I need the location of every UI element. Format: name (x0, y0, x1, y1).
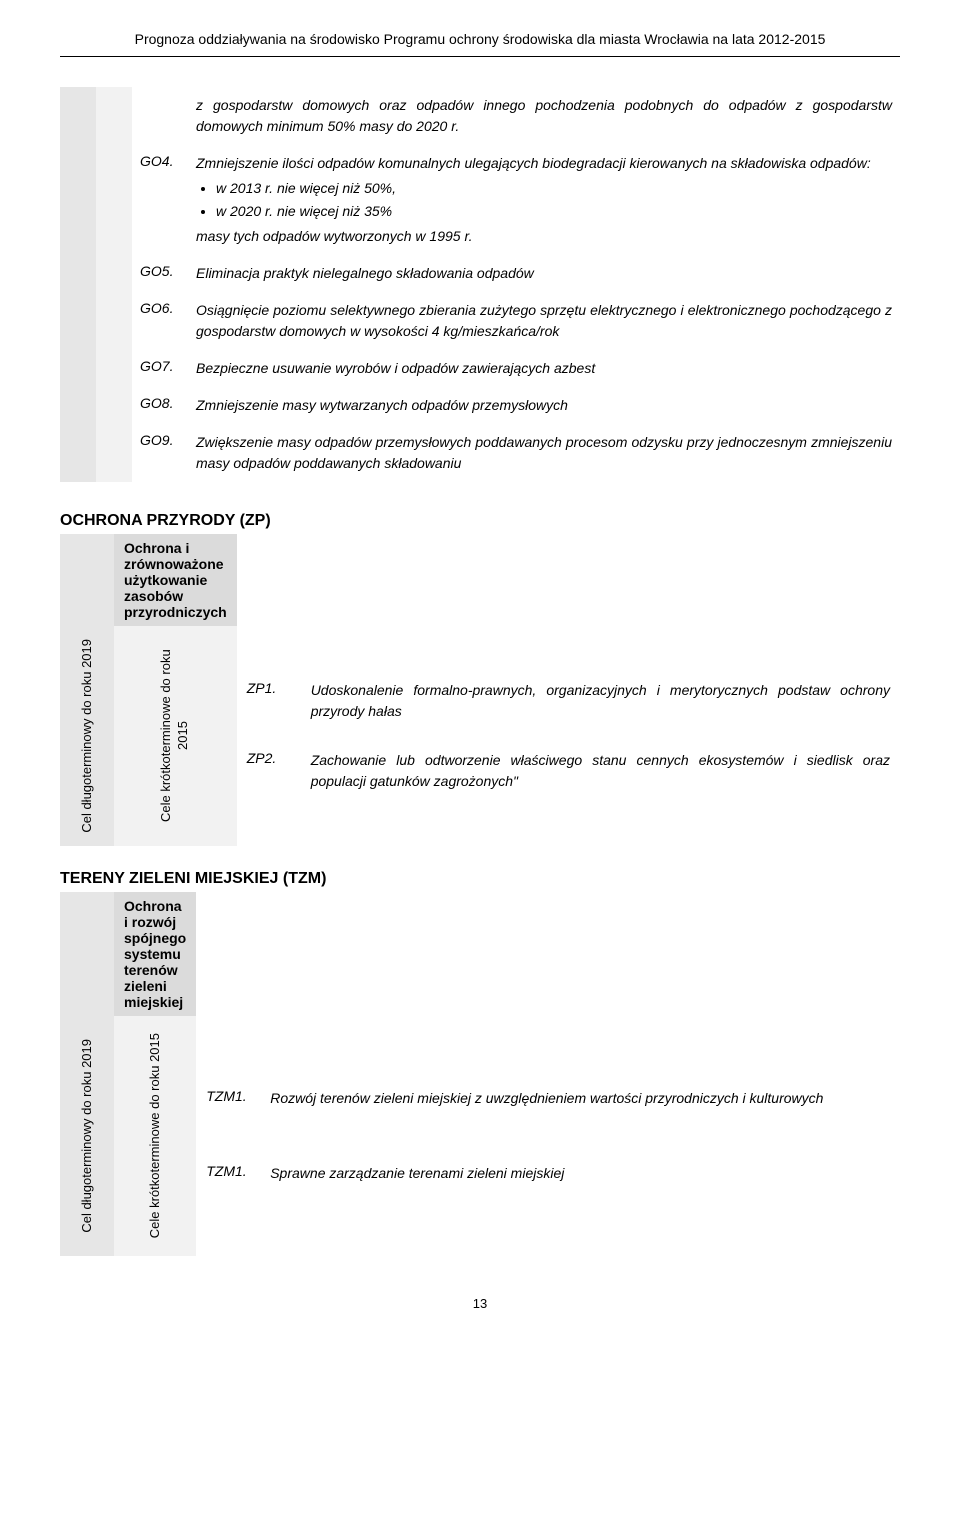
go-left-spacer (60, 424, 96, 482)
go-desc: Eliminacja praktyk nielegalnego składowa… (192, 255, 900, 292)
zp-table: Ochrona i zrównoważone użytkowanie zasob… (60, 534, 900, 846)
go-desc-outro: masy tych odpadów wytworzonych w 1995 r. (196, 226, 892, 247)
tzm-section-title: TERENY ZIELENI MIEJSKIEJ (TZM) (60, 870, 900, 888)
zp-item-desc: Udoskonalenie formalno-prawnych, organiz… (307, 666, 900, 736)
tzm-item-code: TZM1. (196, 1064, 266, 1149)
tzm-short-term-label: Cele krótkoterminowe do roku 2015 (145, 1023, 166, 1248)
go-mid-spacer (96, 350, 132, 387)
go-left-spacer (60, 350, 96, 387)
go-left-spacer (60, 292, 96, 350)
doc-header-title: Prognoza oddziaływania na środowisko Pro… (60, 30, 900, 50)
go-desc: Zmniejszenie masy wytwarzanych odpadów p… (192, 387, 900, 424)
go-left-spacer (60, 87, 96, 145)
zp-short-term-label: Cele krótkoterminowe do roku 2015 (156, 626, 194, 846)
tzm-header: Ochrona i rozwój spójnego systemu terenó… (114, 892, 196, 1016)
go-desc: Zwiększenie masy odpadów przemysłowych p… (192, 424, 900, 482)
go-row: GO9.Zwiększenie masy odpadów przemysłowy… (60, 424, 900, 482)
zp-item-desc: Zachowanie lub odtworzenie właściwego st… (307, 736, 900, 806)
go-mid-spacer (96, 145, 132, 255)
page: Prognoza oddziaływania na środowisko Pro… (0, 0, 960, 1351)
go-row: GO4.Zmniejszenie ilości odpadów komunaln… (60, 145, 900, 255)
go-desc: z gospodarstw domowych oraz odpadów inne… (192, 87, 900, 145)
tzm-table: Ochrona i rozwój spójnego systemu terenó… (60, 892, 900, 1256)
go-code: GO7. (132, 350, 192, 387)
go-desc: Zmniejszenie ilości odpadów komunalnych … (192, 145, 900, 255)
go-desc: Osiągnięcie poziomu selektywnego zbieran… (192, 292, 900, 350)
go-row: z gospodarstw domowych oraz odpadów inne… (60, 87, 900, 145)
go-desc: Bezpieczne usuwanie wyrobów i odpadów za… (192, 350, 900, 387)
go-row: GO7.Bezpieczne usuwanie wyrobów i odpadó… (60, 350, 900, 387)
go-row: GO5.Eliminacja praktyk nielegalnego skła… (60, 255, 900, 292)
go-code: GO6. (132, 292, 192, 350)
page-number: 13 (60, 1296, 900, 1311)
go-mid-spacer (96, 87, 132, 145)
zp-item-code: ZP1. (237, 666, 307, 736)
go-mid-spacer (96, 424, 132, 482)
go-left-spacer (60, 255, 96, 292)
tzm-item-desc: Rozwój terenów zieleni miejskiej z uwzgl… (266, 1064, 900, 1149)
go-code: GO8. (132, 387, 192, 424)
tzm-long-term-label: Cel długoterminowy do roku 2019 (77, 1029, 98, 1243)
go-code: GO5. (132, 255, 192, 292)
go-code (132, 87, 192, 145)
go-bullet-list: w 2013 r. nie więcej niż 50%,w 2020 r. n… (216, 178, 892, 222)
go-left-spacer (60, 387, 96, 424)
zp-long-term-label: Cel długoterminowy do roku 2019 (77, 629, 98, 843)
go-table: z gospodarstw domowych oraz odpadów inne… (60, 87, 900, 482)
go-bullet: w 2020 r. nie więcej niż 35% (216, 201, 892, 222)
go-left-spacer (60, 145, 96, 255)
zp-header: Ochrona i zrównoważone użytkowanie zasob… (114, 534, 237, 626)
header-rule (60, 56, 900, 57)
go-code: GO4. (132, 145, 192, 255)
go-mid-spacer (96, 387, 132, 424)
go-row: GO6.Osiągnięcie poziomu selektywnego zbi… (60, 292, 900, 350)
zp-section-title: OCHRONA PRZYRODY (ZP) (60, 512, 900, 530)
tzm-item-code: TZM1. (196, 1149, 266, 1208)
go-desc-intro: Zmniejszenie ilości odpadów komunalnych … (196, 153, 892, 174)
tzm-item-desc: Sprawne zarządzanie terenami zieleni mie… (266, 1149, 900, 1208)
go-mid-spacer (96, 255, 132, 292)
go-code: GO9. (132, 424, 192, 482)
go-row: GO8.Zmniejszenie masy wytwarzanych odpad… (60, 387, 900, 424)
zp-item-code: ZP2. (237, 736, 307, 806)
go-bullet: w 2013 r. nie więcej niż 50%, (216, 178, 892, 199)
go-mid-spacer (96, 292, 132, 350)
